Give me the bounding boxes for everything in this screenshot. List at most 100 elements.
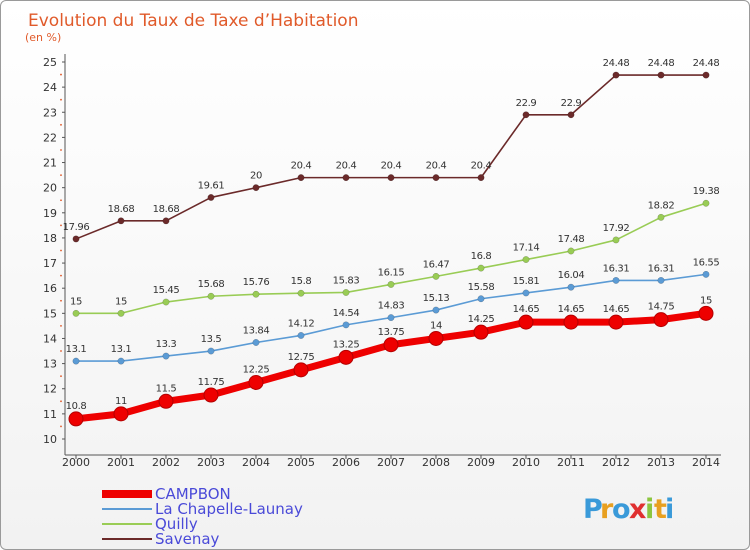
- data-point: [702, 71, 710, 79]
- x-tick-label: 2001: [107, 456, 135, 469]
- y-minor-tick: [60, 73, 62, 76]
- y-tick-label: 21: [43, 157, 57, 170]
- data-label: 15.81: [513, 276, 540, 287]
- data-point: [432, 306, 440, 314]
- data-point: [113, 406, 129, 422]
- data-label: 16.31: [648, 263, 675, 274]
- logo-letter: P: [583, 494, 603, 525]
- data-point: [117, 217, 125, 225]
- data-point: [477, 295, 485, 303]
- data-label: 11.5: [156, 383, 177, 394]
- y-tick-label: 22: [43, 131, 57, 144]
- x-tick-label: 2013: [647, 456, 675, 469]
- legend-label: Quilly: [155, 515, 198, 533]
- data-point: [608, 314, 624, 330]
- data-point: [297, 289, 305, 297]
- y-tick-label: 13: [43, 358, 57, 371]
- data-label: 14.65: [603, 304, 630, 315]
- data-point: [342, 174, 350, 182]
- y-tick-label: 15: [43, 307, 57, 320]
- data-point: [428, 330, 444, 346]
- data-point: [203, 387, 219, 403]
- data-point: [473, 324, 489, 340]
- data-label: 24.48: [693, 58, 720, 69]
- data-label: 22.9: [561, 98, 582, 109]
- data-point: [612, 71, 620, 79]
- data-point: [563, 314, 579, 330]
- data-label: 16.31: [603, 263, 630, 274]
- series-line-2: [75, 202, 707, 315]
- x-tick-label: 2008: [422, 456, 450, 469]
- data-point: [68, 411, 84, 427]
- data-point: [252, 184, 260, 192]
- chart-title: Evolution du Taux de Taxe d’Habitation: [28, 11, 358, 31]
- data-point: [72, 309, 80, 317]
- data-point: [162, 298, 170, 306]
- data-point: [293, 362, 309, 378]
- data-point: [158, 393, 174, 409]
- x-tick-label: 2012: [602, 456, 630, 469]
- data-label: 13.25: [333, 339, 360, 350]
- data-labels: 17.96 18.68 18.68 19.61 20 20.4 20.4 20.4 20.4 20…: [63, 58, 720, 412]
- data-label: 16.15: [378, 267, 405, 278]
- data-point: [432, 174, 440, 182]
- x-tick-label: 2000: [62, 456, 90, 469]
- data-label: 13.84: [243, 325, 270, 336]
- data-point: [653, 312, 669, 328]
- logo-letter: o: [612, 494, 631, 525]
- data-point: [207, 292, 215, 300]
- data-label: 14.65: [558, 304, 585, 315]
- data-label: 17.14: [513, 243, 540, 254]
- data-point: [117, 357, 125, 365]
- data-point: [522, 256, 530, 263]
- data-label: 16.47: [423, 259, 450, 270]
- x-tick-label: 2014: [692, 456, 720, 469]
- y-tick-label: 12: [43, 383, 57, 396]
- data-label: 12.75: [288, 352, 315, 363]
- data-point: [477, 174, 485, 182]
- data-point: [522, 289, 530, 297]
- y-tick-label: 10: [43, 433, 57, 446]
- data-label: 14.83: [378, 301, 405, 312]
- data-point: [567, 111, 575, 119]
- data-label: 15.13: [423, 293, 450, 304]
- data-label: 11.75: [198, 377, 225, 388]
- data-point: [252, 290, 260, 298]
- data-label: 17.48: [558, 234, 585, 245]
- data-point: [657, 276, 665, 284]
- data-label: 20.4: [381, 161, 402, 172]
- x-tick-label: 2002: [152, 456, 180, 469]
- data-point: [207, 347, 215, 355]
- data-point: [383, 337, 399, 353]
- y-minor-tick: [60, 325, 62, 327]
- logo-letter: i: [645, 494, 654, 525]
- data-point: [387, 174, 395, 182]
- data-label: 20.4: [426, 161, 447, 172]
- y-minor-tick: [60, 350, 62, 352]
- data-point: [657, 71, 665, 79]
- data-label: 16.8: [471, 251, 492, 262]
- y-minor-tick: [60, 299, 62, 302]
- data-label: 18.82: [648, 200, 675, 211]
- y-tick-label: 20: [43, 182, 57, 195]
- data-point: [342, 289, 350, 296]
- data-point: [387, 280, 395, 288]
- data-point: [702, 270, 710, 278]
- data-label: 12.25: [243, 364, 270, 375]
- data-point: [117, 309, 125, 317]
- y-minor-tick: [60, 174, 62, 177]
- y-minor-tick: [60, 375, 62, 378]
- data-label: 14.12: [288, 318, 315, 329]
- data-label: 15: [70, 296, 82, 307]
- x-tick-label: 2011: [557, 456, 585, 469]
- data-point: [338, 349, 354, 365]
- data-point: [252, 339, 260, 346]
- y-tick-label: 24: [43, 81, 57, 94]
- x-tick-label: 2004: [242, 456, 270, 469]
- data-point: [72, 357, 80, 365]
- y-tick-label: 11: [43, 408, 57, 421]
- y-tick-label: 14: [43, 332, 57, 345]
- data-point: [657, 213, 665, 221]
- x-tick-label: 2009: [467, 456, 495, 469]
